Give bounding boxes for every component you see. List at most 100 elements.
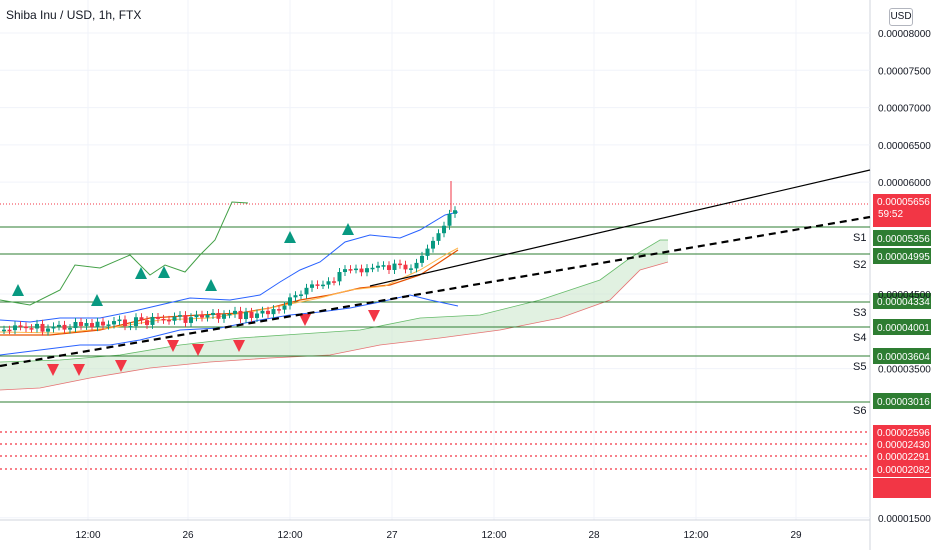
candle-body[interactable]	[321, 284, 325, 287]
candle-body[interactable]	[409, 268, 413, 270]
candle-body[interactable]	[332, 281, 336, 283]
level-price-tag[interactable]	[873, 393, 931, 409]
candle-body[interactable]	[134, 317, 138, 327]
candle-body[interactable]	[2, 329, 6, 332]
candle-body[interactable]	[112, 321, 116, 325]
candle-body[interactable]	[447, 213, 452, 226]
candle-body[interactable]	[106, 324, 111, 326]
red-price-tag[interactable]	[873, 425, 931, 440]
candle-body[interactable]	[365, 268, 369, 273]
candle-body[interactable]	[227, 313, 232, 316]
candle-body[interactable]	[150, 316, 155, 325]
candle-body[interactable]	[255, 313, 259, 318]
solid-trendline[interactable]	[369, 169, 871, 287]
candle-body[interactable]	[7, 329, 12, 332]
candle-body[interactable]	[57, 324, 61, 327]
candle-body[interactable]	[117, 319, 122, 322]
candle-body[interactable]	[381, 265, 386, 267]
candle-body[interactable]	[282, 305, 287, 310]
candle-body[interactable]	[161, 318, 166, 321]
candle-body[interactable]	[277, 309, 281, 311]
candle-body[interactable]	[392, 263, 397, 270]
candle-body[interactable]	[90, 323, 94, 328]
current-price-tag[interactable]	[873, 194, 931, 227]
candle-body[interactable]	[13, 325, 17, 331]
candle-body[interactable]	[315, 284, 320, 286]
red-price-tag[interactable]	[873, 462, 931, 477]
candle-body[interactable]	[442, 225, 446, 234]
candle-body[interactable]	[24, 326, 28, 329]
candle-body[interactable]	[211, 312, 215, 316]
candle-body[interactable]	[35, 323, 39, 329]
candle-body[interactable]	[156, 316, 160, 319]
level-price-tag[interactable]	[873, 293, 931, 309]
candle-body[interactable]	[62, 324, 67, 330]
candle-body[interactable]	[216, 312, 221, 319]
currency-button[interactable]: USD	[889, 8, 913, 26]
candle-body[interactable]	[310, 284, 314, 288]
candle-body[interactable]	[398, 263, 402, 266]
red-price-tag[interactable]	[873, 437, 931, 452]
candle-body[interactable]	[420, 255, 424, 263]
candle-body[interactable]	[189, 317, 193, 323]
candle-body[interactable]	[244, 311, 248, 320]
red-price-tag[interactable]	[873, 478, 931, 498]
candle-body[interactable]	[238, 310, 243, 320]
level-price-tag[interactable]	[873, 319, 931, 335]
candle-body[interactable]	[183, 315, 188, 323]
candle-body[interactable]	[40, 323, 45, 332]
level-price-tag[interactable]	[873, 248, 931, 264]
candle-body[interactable]	[453, 210, 457, 214]
candle-body[interactable]	[304, 287, 309, 295]
candle-body[interactable]	[436, 233, 441, 241]
red-price-tag[interactable]	[873, 449, 931, 464]
candle-body[interactable]	[348, 269, 353, 271]
candle-body[interactable]	[95, 321, 100, 328]
candle-body[interactable]	[343, 269, 347, 273]
candle-body[interactable]	[68, 328, 72, 330]
candle-body[interactable]	[271, 309, 276, 315]
candle-body[interactable]	[431, 240, 435, 249]
candle-body[interactable]	[172, 316, 177, 321]
candlestick-series[interactable]	[2, 181, 457, 336]
candle-body[interactable]	[79, 321, 83, 326]
candle-body[interactable]	[249, 311, 254, 318]
candle-body[interactable]	[51, 326, 56, 329]
candle-body[interactable]	[145, 320, 149, 325]
candle-body[interactable]	[326, 281, 331, 285]
candle-body[interactable]	[370, 267, 375, 270]
candle-body[interactable]	[84, 323, 89, 326]
candle-body[interactable]	[425, 248, 430, 256]
support-levels[interactable]: S1 S2 S3 S4 S5 S6 0.00005356 0.00004995 0.000043…	[0, 194, 931, 498]
candle-body[interactable]	[73, 321, 78, 329]
candle-body[interactable]	[29, 328, 34, 330]
candle-body[interactable]	[354, 268, 358, 271]
candle-body[interactable]	[299, 294, 303, 296]
candle-body[interactable]	[403, 264, 408, 270]
trendlines[interactable]	[0, 169, 871, 368]
price-axis[interactable]: 0.00008000 0.00007500 0.00007000 0.00006500…	[878, 29, 931, 525]
candle-body[interactable]	[222, 314, 226, 319]
candle-body[interactable]	[200, 314, 204, 318]
candle-body[interactable]	[337, 272, 342, 282]
dashed-trendline[interactable]	[0, 215, 871, 368]
candle-body[interactable]	[18, 325, 23, 327]
candle-body[interactable]	[123, 319, 127, 327]
candle-body[interactable]	[205, 315, 210, 318]
candle-body[interactable]	[139, 317, 144, 321]
time-axis[interactable]: 12:00 26 12:00 27 12:00 28 12:00 29	[0, 519, 870, 541]
candle-body[interactable]	[101, 321, 105, 326]
candle-body[interactable]	[414, 262, 419, 269]
candle-body[interactable]	[260, 310, 265, 314]
candle-body[interactable]	[387, 265, 391, 270]
candle-body[interactable]	[288, 297, 292, 306]
candle-body[interactable]	[376, 265, 380, 268]
candle-body[interactable]	[233, 310, 237, 314]
candle-body[interactable]	[266, 310, 270, 315]
candle-body[interactable]	[128, 326, 133, 328]
candle-body[interactable]	[194, 314, 199, 318]
candle-body[interactable]	[46, 328, 50, 332]
level-price-tag[interactable]	[873, 230, 931, 246]
candle-body[interactable]	[167, 319, 171, 322]
